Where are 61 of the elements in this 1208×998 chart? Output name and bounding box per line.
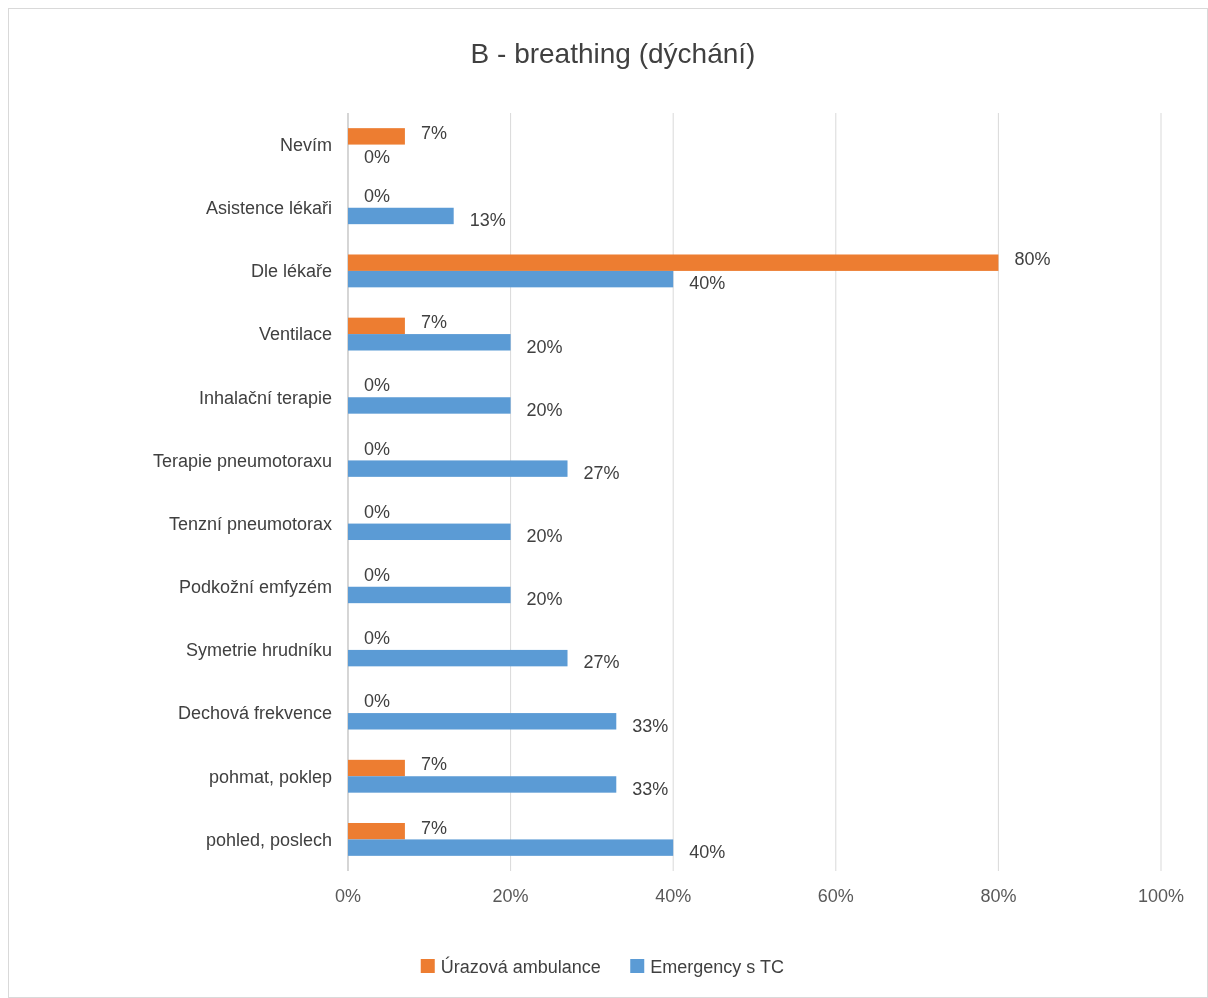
data-label: 7% <box>420 817 447 838</box>
bar <box>348 128 405 145</box>
data-label: 0% <box>364 147 391 168</box>
bar <box>348 759 405 777</box>
x-tick-label: 100% <box>1137 886 1185 907</box>
data-label: 0% <box>364 501 391 522</box>
data-label: 0% <box>364 628 391 649</box>
data-label: 0% <box>364 185 391 206</box>
y-tick-label: Terapie pneumotoraxu <box>152 450 332 471</box>
bar <box>348 776 617 793</box>
data-label: 0% <box>364 564 391 585</box>
y-tick-label: Inhalační terapie <box>198 387 332 408</box>
y-tick-label: Tenzní pneumotorax <box>168 513 332 534</box>
data-label: 40% <box>689 273 726 294</box>
bar <box>348 460 568 477</box>
data-label: 7% <box>420 312 447 333</box>
x-tick-label: 0% <box>334 886 362 907</box>
legend-label: Úrazová ambulance <box>440 956 601 978</box>
x-tick-label: 20% <box>492 886 529 907</box>
data-label: 20% <box>526 399 563 420</box>
y-tick-label: Ventilace <box>258 324 332 345</box>
data-label: 20% <box>526 526 563 547</box>
data-label: 27% <box>583 652 620 673</box>
y-tick-label: pohled, poslech <box>205 829 332 850</box>
y-tick-label: pohmat, poklep <box>208 766 332 787</box>
data-label: 7% <box>420 754 447 775</box>
data-label: 20% <box>526 589 563 610</box>
y-tick-label: Asistence lékaři <box>205 198 332 219</box>
y-tick-label: Symetrie hrudníku <box>185 640 332 661</box>
x-tick-label: 40% <box>655 886 692 907</box>
bar <box>348 397 511 414</box>
y-tick-label: Nevím <box>279 134 332 155</box>
chart-title: B - breathing (dýchání) <box>470 38 756 69</box>
data-label: 27% <box>583 462 620 483</box>
x-tick-label: 80% <box>980 886 1017 907</box>
data-label: 7% <box>420 122 447 143</box>
data-label: 0% <box>364 691 391 712</box>
y-tick-label: Dechová frekvence <box>177 703 332 724</box>
y-tick-label: Dle lékaře <box>250 261 332 282</box>
data-label: 13% <box>469 210 506 231</box>
bar <box>348 713 617 730</box>
bar <box>348 523 511 541</box>
x-tick-label: 60% <box>817 886 854 907</box>
bar <box>348 317 405 335</box>
bar <box>348 839 674 856</box>
bar <box>348 649 568 667</box>
bar <box>348 822 405 840</box>
bar <box>348 207 454 225</box>
data-label: 40% <box>689 841 726 862</box>
data-label: 33% <box>632 715 669 736</box>
bar <box>348 270 674 288</box>
data-label: 33% <box>632 778 669 799</box>
bar <box>348 254 999 271</box>
legend-label: Emergency s TC <box>650 957 784 978</box>
data-label: 0% <box>364 375 391 396</box>
data-label: 0% <box>364 438 391 459</box>
bar <box>348 586 511 604</box>
data-label: 20% <box>526 336 563 357</box>
y-tick-label: Podkožní emfyzém <box>178 577 332 598</box>
bar <box>348 334 511 351</box>
data-label: 80% <box>1014 249 1051 270</box>
